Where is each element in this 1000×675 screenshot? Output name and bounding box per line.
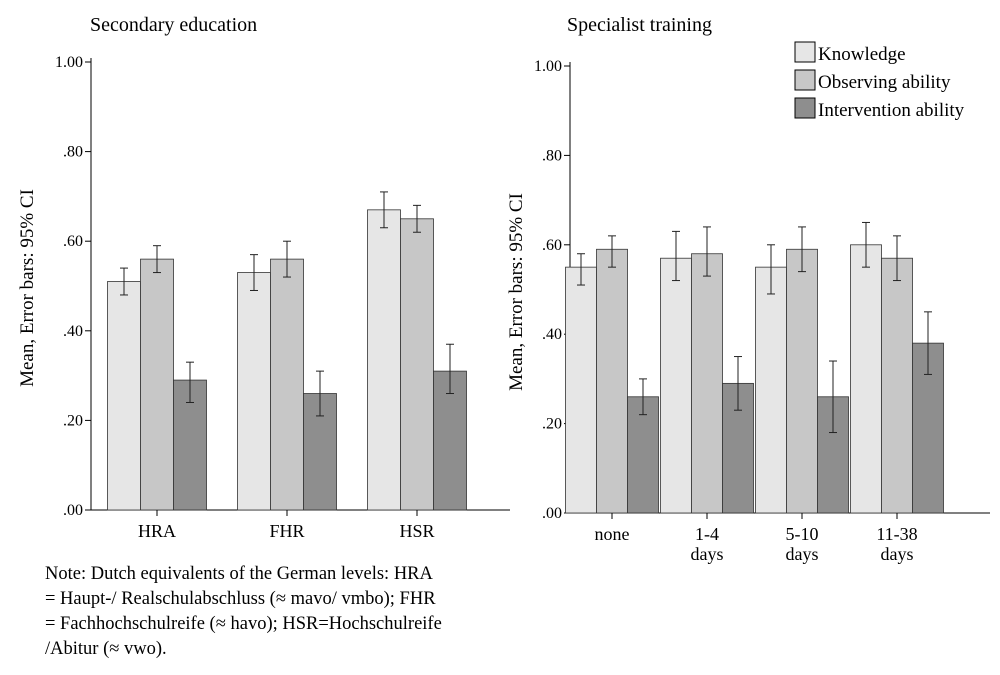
y-tick-label: .20 <box>63 412 83 429</box>
bar-intervention-ability <box>433 370 467 511</box>
y-tick-label: .00 <box>542 505 562 522</box>
chart-secondary-education: Secondary education Mean, Error bars: 95… <box>17 14 510 541</box>
bar-knowledge <box>660 257 692 514</box>
y-tick-label: .60 <box>63 233 83 250</box>
legend-swatch-observing-ability <box>794 69 816 91</box>
x-tick-label: 1-4 days <box>691 524 724 564</box>
x-tick-label: FHR <box>269 521 304 541</box>
x-tick-label: none <box>595 524 630 544</box>
legend: Knowledge Observing ability Intervention… <box>794 41 965 121</box>
plot-area: .00 .20 .40 .60 .80 1.00 HRA FHR HSR <box>55 54 510 541</box>
bar-observing-ability <box>140 258 174 511</box>
x-tick-label: 5-10 days <box>786 524 819 564</box>
y-tick-label: .60 <box>542 237 562 254</box>
bar-knowledge <box>755 266 787 514</box>
bar-observing-ability <box>270 258 304 511</box>
legend-label-knowledge: Knowledge <box>818 44 906 65</box>
bar-intervention-ability <box>627 396 659 514</box>
y-axis-label: Mean, Error bars: 95% CI <box>17 189 38 387</box>
legend-swatch-intervention-ability <box>794 97 816 119</box>
x-tick-label: HRA <box>138 521 176 541</box>
y-tick-label: .00 <box>63 502 83 519</box>
y-tick-label: 1.00 <box>534 58 562 75</box>
plot-area: .00 .20 .40 .60 .80 1.00 none 1-4 days 5-10 days 11… <box>534 58 990 564</box>
chart-specialist-training: Specialist training Mean, Error bars: 95… <box>506 14 990 564</box>
y-tick-label: .40 <box>542 326 562 343</box>
bar-knowledge <box>850 244 882 514</box>
bar-observing-ability <box>881 257 913 514</box>
bar-observing-ability <box>400 218 434 511</box>
y-tick-label: .80 <box>542 147 562 164</box>
bar-knowledge <box>367 209 401 511</box>
chart-title: Secondary education <box>90 14 257 36</box>
bar-observing-ability <box>786 248 818 514</box>
bar-knowledge <box>565 266 597 514</box>
bar-knowledge <box>237 272 271 511</box>
bar-observing-ability <box>691 253 723 514</box>
legend-label-observing-ability: Observing ability <box>818 72 951 93</box>
y-axis-label: Mean, Error bars: 95% CI <box>506 193 527 391</box>
legend-label-intervention-ability: Intervention ability <box>818 100 965 121</box>
y-tick-label: .20 <box>542 416 562 433</box>
x-tick-label: HSR <box>399 521 434 541</box>
note-text: Note: Dutch equivalents of the German le… <box>45 564 442 659</box>
y-tick-label: 1.00 <box>55 54 83 71</box>
x-tick-label: 11-38 days <box>876 524 917 564</box>
bar-observing-ability <box>596 248 628 514</box>
chart-title: Specialist training <box>567 14 712 36</box>
legend-swatch-knowledge <box>794 41 816 63</box>
bar-knowledge <box>107 281 141 511</box>
y-tick-label: .40 <box>63 323 83 340</box>
y-tick-label: .80 <box>63 144 83 161</box>
